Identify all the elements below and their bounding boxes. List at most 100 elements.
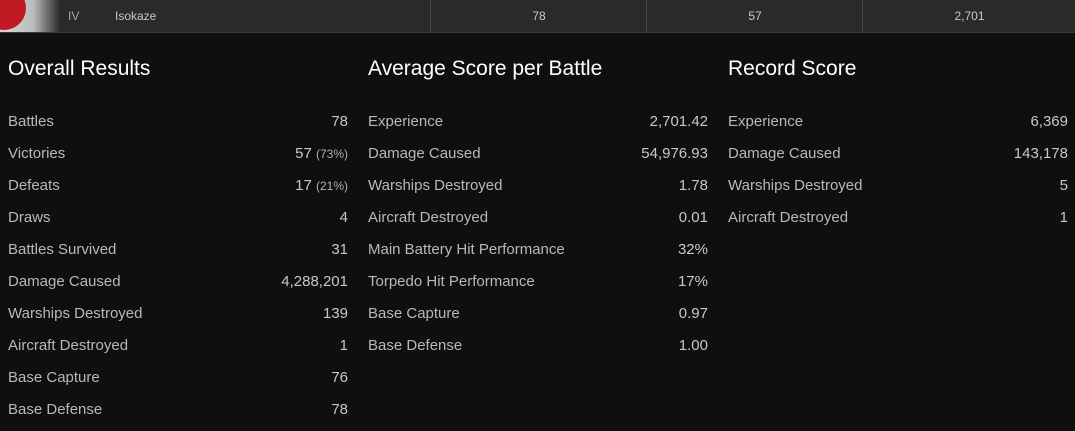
stat-row: Warships Destroyed 5 xyxy=(728,175,1068,207)
stat-label: Aircraft Destroyed xyxy=(368,209,489,226)
stat-row: Warships Destroyed 139 xyxy=(8,303,348,335)
ship-tier: IV xyxy=(68,9,80,23)
ship-name: Isokaze xyxy=(115,9,157,23)
stat-label: Battles xyxy=(8,113,54,130)
stat-row: Base Capture 76 xyxy=(8,367,348,399)
stat-value: 57 (73%) xyxy=(295,143,348,165)
stat-number: 31 xyxy=(331,241,348,258)
stat-label: Aircraft Destroyed xyxy=(8,337,129,354)
stat-label: Victories xyxy=(8,145,66,162)
record-score-list: Experience 6,369 Damage Caused 143,178 Warsh… xyxy=(728,111,1068,239)
stat-number: 54,976.93 xyxy=(641,145,708,162)
stat-value: 4 xyxy=(340,207,348,229)
stat-row: Aircraft Destroyed 1 xyxy=(728,207,1068,239)
stat-label: Experience xyxy=(728,113,804,130)
stat-number: 6,369 xyxy=(1030,113,1068,130)
ship-battles-cell: 78 xyxy=(430,0,647,32)
stat-number: 0.97 xyxy=(678,305,708,322)
stat-value: 0.01 xyxy=(679,207,708,229)
stat-value: 78 xyxy=(331,111,348,133)
stat-label: Damage Caused xyxy=(8,273,121,290)
stat-label: Damage Caused xyxy=(728,145,841,162)
stat-number: 78 xyxy=(331,113,348,130)
stat-row: Damage Caused 143,178 xyxy=(728,143,1068,175)
stat-value: 17 (21%) xyxy=(295,175,348,197)
stat-value: 143,178 xyxy=(1014,143,1068,165)
stat-label: Aircraft Destroyed xyxy=(728,209,849,226)
stat-label: Draws xyxy=(8,209,51,226)
stat-row: Victories 57 (73%) xyxy=(8,143,348,175)
stat-row: Aircraft Destroyed 1 xyxy=(8,335,348,367)
stat-label: Base Defense xyxy=(368,337,463,354)
ship-row[interactable]: IV Isokaze 78 57 2,701 xyxy=(0,0,1075,33)
stat-row: Experience 2,701.42 xyxy=(368,111,708,143)
stat-number: 17 xyxy=(295,177,312,194)
overall-results-list: Battles 78 Victories 57 (73%) Defeats 17 (21%… xyxy=(8,111,348,431)
record-score-title: Record Score xyxy=(728,57,857,80)
stat-number: 143,178 xyxy=(1013,145,1068,162)
ship-avg-experience-cell: 2,701 xyxy=(862,0,1075,32)
stat-row: Damage Caused 54,976.93 xyxy=(368,143,708,175)
stat-label: Damage Caused xyxy=(368,145,481,162)
stat-label: Base Defense xyxy=(8,401,103,418)
stat-number: 1.00 xyxy=(678,337,708,354)
stat-row: Battles Survived 31 xyxy=(8,239,348,271)
stat-value: 1 xyxy=(340,335,348,357)
stat-label: Warships Destroyed xyxy=(368,177,503,194)
stat-number: 4 xyxy=(339,209,348,226)
stat-label: Base Capture xyxy=(8,369,100,386)
stat-number: 32% xyxy=(677,241,708,258)
stat-label: Main Battery Hit Performance xyxy=(368,241,565,258)
stat-label: Battles Survived xyxy=(8,241,117,258)
stat-row: Torpedo Hit Performance 17% xyxy=(368,271,708,303)
stat-row: Base Defense 1.00 xyxy=(368,335,708,367)
stat-label: Warships Destroyed xyxy=(728,177,863,194)
stat-value: 54,976.93 xyxy=(641,143,708,165)
stat-number: 78 xyxy=(331,401,348,418)
ship-victories-cell: 57 xyxy=(646,0,863,32)
stat-row: Warships Destroyed 1.78 xyxy=(368,175,708,207)
stat-number: 1 xyxy=(339,337,348,354)
stat-label: Warships Destroyed xyxy=(8,305,143,322)
stat-row: Aircraft Destroyed 0.01 xyxy=(368,207,708,239)
stat-percentage: (73%) xyxy=(315,147,348,161)
stat-value: 2,701.42 xyxy=(650,111,708,133)
stat-value: 1.00 xyxy=(679,335,708,357)
stat-number: 57 xyxy=(295,145,312,162)
stat-row: Base Capture 0.97 xyxy=(368,303,708,335)
stat-number: 0.01 xyxy=(678,209,708,226)
stat-value: 1 xyxy=(1060,207,1068,229)
stat-value: 5 xyxy=(1060,175,1068,197)
stat-number: 1 xyxy=(1059,209,1068,226)
stat-value: 6,369 xyxy=(1030,111,1068,133)
stat-label: Torpedo Hit Performance xyxy=(368,273,535,290)
overall-results-title: Overall Results xyxy=(8,57,151,80)
stat-value: 78 xyxy=(331,399,348,421)
stat-label: Base Capture xyxy=(368,305,460,322)
stat-percentage: (21%) xyxy=(315,179,348,193)
stat-number: 1.78 xyxy=(678,177,708,194)
stat-value: 0.97 xyxy=(679,303,708,325)
average-score-title: Average Score per Battle xyxy=(368,57,603,80)
stat-label: Experience xyxy=(368,113,444,130)
stat-row: Damage Caused 4,288,201 xyxy=(8,271,348,303)
stat-value: 1.78 xyxy=(679,175,708,197)
stat-row: Base Defense 78 xyxy=(8,399,348,431)
japan-flag-icon xyxy=(0,0,60,32)
stat-value: 17% xyxy=(678,271,708,293)
stat-number: 4,288,201 xyxy=(281,273,348,290)
stat-number: 5 xyxy=(1059,177,1068,194)
stat-row: Experience 6,369 xyxy=(728,111,1068,143)
stat-row: Defeats 17 (21%) xyxy=(8,175,348,207)
stat-value: 32% xyxy=(678,239,708,261)
stat-label: Defeats xyxy=(8,177,60,194)
stat-row: Main Battery Hit Performance 32% xyxy=(368,239,708,271)
stat-number: 2,701.42 xyxy=(649,113,708,130)
stat-value: 139 xyxy=(323,303,348,325)
stat-value: 76 xyxy=(331,367,348,389)
stat-value: 31 xyxy=(331,239,348,261)
stat-number: 76 xyxy=(331,369,348,386)
stat-value: 4,288,201 xyxy=(281,271,348,293)
stat-number: 17% xyxy=(677,273,708,290)
average-score-list: Experience 2,701.42 Damage Caused 54,976.93… xyxy=(368,111,708,367)
